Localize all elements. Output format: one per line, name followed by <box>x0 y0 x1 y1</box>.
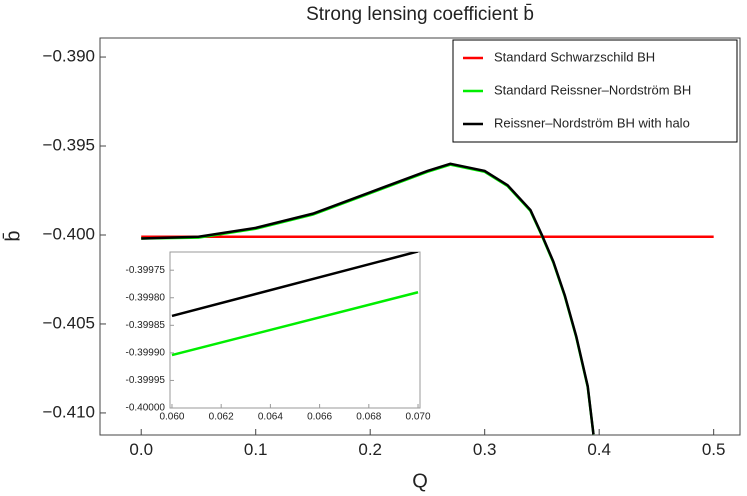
x-tick-label: 0.070 <box>406 412 431 423</box>
y-tick-label: -0.39985 <box>126 320 166 331</box>
series-line <box>171 291 419 357</box>
x-axis-label: Q <box>412 470 428 492</box>
x-tick-label: 0.1 <box>244 440 268 459</box>
x-tick-label: 0.062 <box>209 412 234 423</box>
x-tick-label: 0.060 <box>159 412 184 423</box>
legend-box <box>452 39 738 143</box>
y-tick-label: −0.390 <box>43 47 95 66</box>
legend-label: Standard Schwarzschild BH <box>494 49 655 64</box>
chart-title: Strong lensing coefficient b̄ <box>306 4 534 25</box>
y-tick-label: −0.395 <box>43 135 95 154</box>
x-tick-label: 0.3 <box>473 440 497 459</box>
x-tick-label: 0.2 <box>358 440 382 459</box>
plot-area <box>169 251 421 409</box>
y-tick-label: -0.39990 <box>126 348 166 359</box>
plot-lines <box>141 162 714 435</box>
x-tick-label: 0.068 <box>356 412 381 423</box>
legend-label: Reissner–Nordström BH with halo <box>494 115 690 130</box>
y-tick-label: −0.405 <box>43 313 95 332</box>
x-tick-label: 0.5 <box>702 440 726 459</box>
y-tick-label: −0.410 <box>43 402 95 421</box>
legend-label: Standard Reissner–Nordström BH <box>494 82 691 97</box>
series-line <box>171 252 419 318</box>
series-line <box>141 162 595 435</box>
plot-lines <box>171 252 419 357</box>
x-tick-label: 0.066 <box>307 412 332 423</box>
y-tick-label: -0.39975 <box>126 265 166 276</box>
x-tick-label: 0.0 <box>129 440 153 459</box>
y-tick-label: -0.39995 <box>126 375 166 386</box>
y-tick-label: -0.39980 <box>126 292 166 303</box>
y-tick-label: −0.400 <box>43 224 95 243</box>
x-tick-label: 0.064 <box>258 412 283 423</box>
x-tick-label: 0.4 <box>587 440 611 459</box>
y-axis-label: b̄ <box>1 230 24 241</box>
y-tick-label: -0.40000 <box>126 403 166 414</box>
